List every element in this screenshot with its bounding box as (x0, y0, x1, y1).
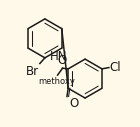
Text: methoxy: methoxy (38, 77, 75, 86)
Text: O: O (57, 54, 66, 67)
Text: O: O (69, 98, 78, 110)
Text: Br: Br (26, 65, 39, 77)
Text: Cl: Cl (109, 61, 121, 74)
Text: HN: HN (50, 50, 67, 63)
